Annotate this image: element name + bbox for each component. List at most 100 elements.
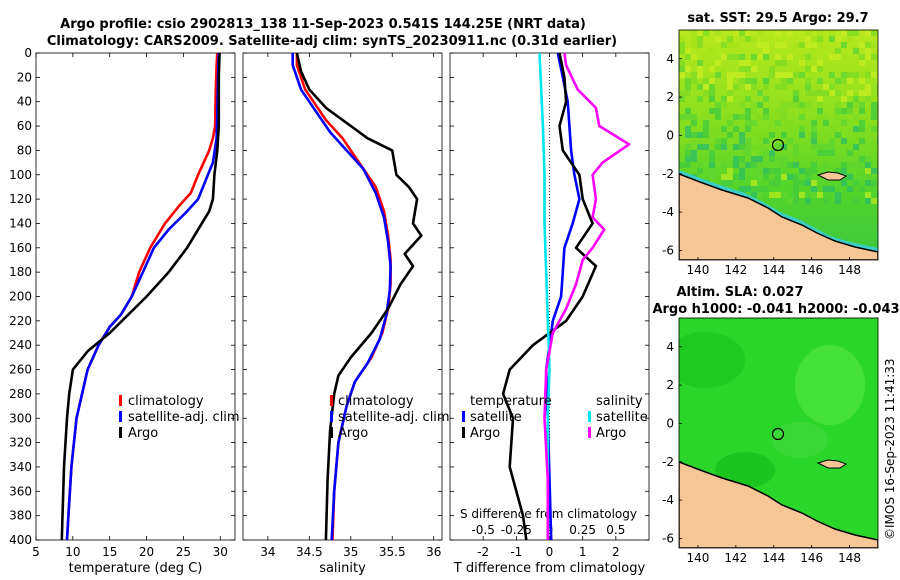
sst-pixel <box>865 198 871 204</box>
map-x-tick-label: 140 <box>686 263 709 277</box>
sst-pixel <box>709 66 715 72</box>
sst-pixel <box>877 108 878 114</box>
sst-pixel <box>871 180 877 186</box>
difference-legend: temperature satellite Argo salinity sate… <box>462 394 648 441</box>
sst-pixel <box>751 186 757 192</box>
sst-pixel <box>823 120 829 126</box>
sst-pixel <box>697 84 703 90</box>
sst-pixel <box>691 36 697 42</box>
legend-label-s-satellite: satellite <box>596 410 648 425</box>
sst-pixel <box>793 96 799 102</box>
sst-pixel <box>799 192 805 198</box>
sst-pixel <box>697 144 703 150</box>
sst-pixel <box>757 168 763 174</box>
sst-pixel <box>841 96 847 102</box>
sst-pixel <box>817 102 823 108</box>
sst-pixel <box>811 144 817 150</box>
sst-pixel <box>865 42 871 48</box>
legend-swatch-argo <box>119 427 122 438</box>
sst-pixel <box>757 30 763 36</box>
sst-pixel <box>685 162 691 168</box>
sst-pixel <box>859 120 865 126</box>
sst-pixel <box>799 60 805 66</box>
sst-pixel <box>751 150 757 156</box>
sst-pixel <box>697 162 703 168</box>
sst-pixel <box>793 180 799 186</box>
series-line-t-argo <box>501 52 598 541</box>
sst-pixel <box>817 66 823 72</box>
sst-pixel <box>781 102 787 108</box>
sst-pixel <box>763 162 769 168</box>
sst-pixel <box>811 36 817 42</box>
sst-pixel <box>727 132 733 138</box>
sst-pixel <box>787 198 793 204</box>
map-x-tick-label: 142 <box>724 263 747 277</box>
map-y-tick-label: -6 <box>662 531 674 545</box>
sst-pixel <box>805 66 811 72</box>
sst-pixel <box>799 180 805 186</box>
sst-pixel <box>877 198 878 204</box>
sst-pixel <box>835 78 841 84</box>
salinity-legend: climatology satellite-adj. clim Argo <box>330 394 450 441</box>
sst-pixel <box>691 78 697 84</box>
sst-pixel <box>703 54 709 60</box>
sst-pixel <box>829 36 835 42</box>
sst-pixel <box>745 138 751 144</box>
sst-pixel <box>787 30 793 36</box>
sst-pixel <box>841 180 847 186</box>
sst-pixel <box>805 168 811 174</box>
sst-pixel <box>691 150 697 156</box>
legend-swatch-climatology <box>119 395 122 406</box>
map-y-tick-label: 4 <box>666 52 674 66</box>
sst-pixel <box>679 60 685 66</box>
sst-pixel <box>679 90 685 96</box>
sst-pixel <box>823 162 829 168</box>
sst-map-frame <box>678 29 879 261</box>
sst-pixel <box>847 132 853 138</box>
sst-pixel <box>739 132 745 138</box>
sst-pixel <box>835 102 841 108</box>
map-y-tick-label: 0 <box>666 416 674 430</box>
x-tick-label: 34.5 <box>296 545 323 559</box>
sst-pixel <box>811 126 817 132</box>
sst-pixel <box>709 84 715 90</box>
sst-pixel <box>793 174 799 180</box>
y-tick-label: 0 <box>24 46 32 60</box>
sst-pixel <box>781 78 787 84</box>
timestamp: ©IMOS 16-Sep-2023 11:41:33 <box>883 358 897 540</box>
sst-pixel <box>715 30 721 36</box>
sst-pixel <box>781 84 787 90</box>
sst-pixel <box>835 108 841 114</box>
sst-pixel <box>799 126 805 132</box>
legend-swatch-t-argo <box>462 427 465 438</box>
sst-pixel <box>739 30 745 36</box>
sst-pixel <box>763 42 769 48</box>
sst-island <box>816 171 848 181</box>
sst-pixel <box>835 54 841 60</box>
s-diff-tick-label: 0 <box>546 523 554 537</box>
x-axis-label: temperature (deg C) <box>69 561 203 576</box>
sst-pixel <box>763 150 769 156</box>
sst-pixel <box>859 60 865 66</box>
y-tick-label: 80 <box>17 143 32 157</box>
map-y-tick-label: -6 <box>662 243 674 257</box>
sst-pixel <box>817 192 823 198</box>
sst-pixel <box>805 78 811 84</box>
map-y-tick-label: 2 <box>666 90 674 104</box>
sst-pixel <box>751 162 757 168</box>
x-tick-label: 35 <box>343 545 358 559</box>
sst-pixel <box>733 126 739 132</box>
sst-pixel <box>781 108 787 114</box>
sst-pixel <box>817 168 823 174</box>
sst-pixel <box>847 72 853 78</box>
sst-pixel <box>823 114 829 120</box>
sst-pixel <box>817 42 823 48</box>
sst-pixel <box>847 162 853 168</box>
legend-label-argo: Argo <box>338 426 368 441</box>
sst-pixel <box>733 144 739 150</box>
sst-pixel <box>823 150 829 156</box>
sst-pixel <box>787 102 793 108</box>
sst-pixel <box>739 54 745 60</box>
plot-frame <box>242 52 443 541</box>
sst-pixel <box>811 186 817 192</box>
